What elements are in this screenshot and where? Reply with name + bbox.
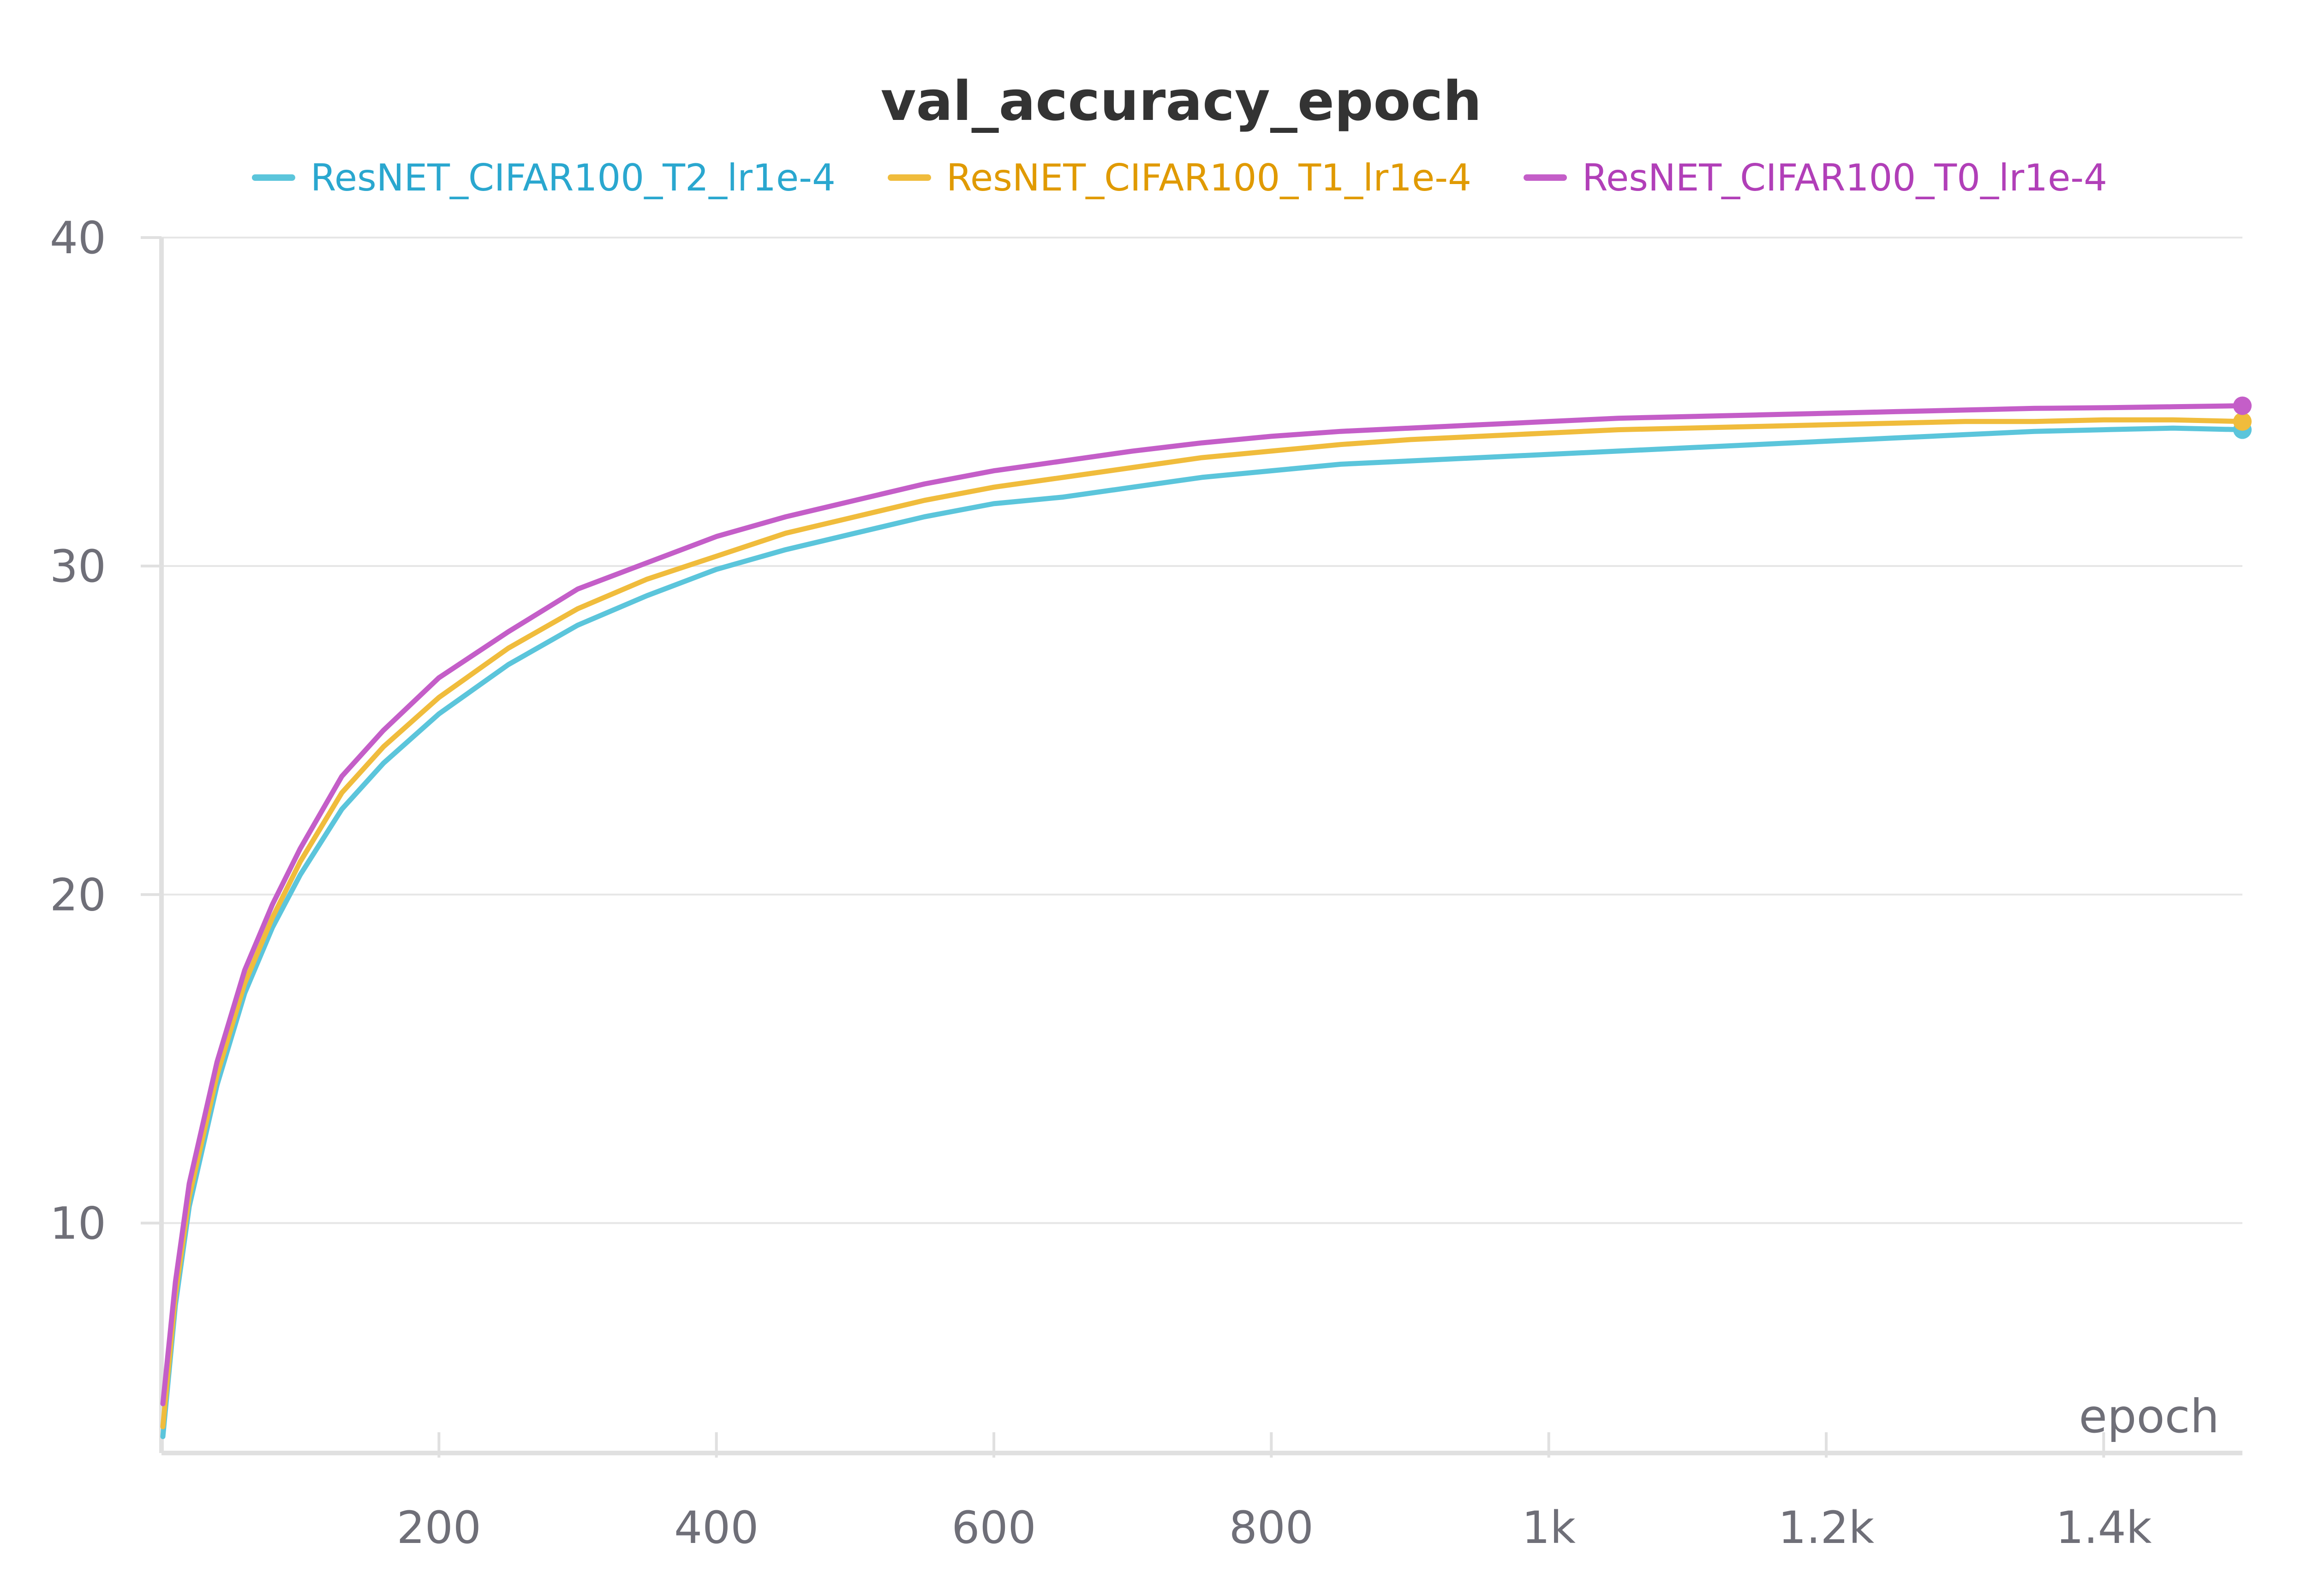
chart-title: val_accuracy_epoch bbox=[881, 69, 1482, 133]
x-tick-label: 1k bbox=[1522, 1502, 1576, 1554]
grid-lines bbox=[161, 237, 2242, 1224]
legend-item-0[interactable]: ResNET_CIFAR100_T2_lr1e-4 bbox=[251, 156, 836, 199]
legend: ResNET_CIFAR100_T2_lr1e-4 ResNET_CIFAR100… bbox=[251, 156, 2107, 199]
series-line-1 bbox=[160, 417, 2245, 1429]
x-tick-label: 1.4k bbox=[2056, 1502, 2152, 1554]
x-axis-label: epoch bbox=[2079, 1389, 2219, 1443]
series-lines bbox=[160, 396, 2252, 1439]
axes bbox=[141, 236, 2242, 1458]
series-line-0 bbox=[160, 425, 2245, 1439]
legend-label: ResNET_CIFAR100_T0_lr1e-4 bbox=[1582, 156, 2107, 199]
x-tick-label: 600 bbox=[951, 1502, 1036, 1554]
y-tick-label: 10 bbox=[50, 1197, 106, 1249]
legend-item-2[interactable]: ResNET_CIFAR100_T0_lr1e-4 bbox=[1524, 156, 2107, 199]
x-tick-label: 800 bbox=[1229, 1502, 1314, 1554]
y-tick-label: 40 bbox=[50, 212, 106, 264]
x-tick-label: 200 bbox=[397, 1502, 481, 1554]
legend-label: ResNET_CIFAR100_T1_lr1e-4 bbox=[946, 156, 1471, 199]
tick-labels: 10 20 30 40 200 400 600 800 1k 1.2k 1.4k bbox=[50, 212, 2152, 1554]
series-end-marker-2 bbox=[2233, 396, 2252, 415]
x-tick-label: 400 bbox=[674, 1502, 759, 1554]
series-line-2 bbox=[160, 403, 2245, 1406]
series-end-marker-1 bbox=[2233, 412, 2252, 431]
y-tick-label: 20 bbox=[50, 869, 106, 921]
x-tick-label: 1.2k bbox=[1778, 1502, 1875, 1554]
legend-label: ResNET_CIFAR100_T2_lr1e-4 bbox=[311, 156, 836, 199]
legend-item-1[interactable]: ResNET_CIFAR100_T1_lr1e-4 bbox=[888, 156, 1471, 199]
y-tick-label: 30 bbox=[50, 541, 106, 592]
